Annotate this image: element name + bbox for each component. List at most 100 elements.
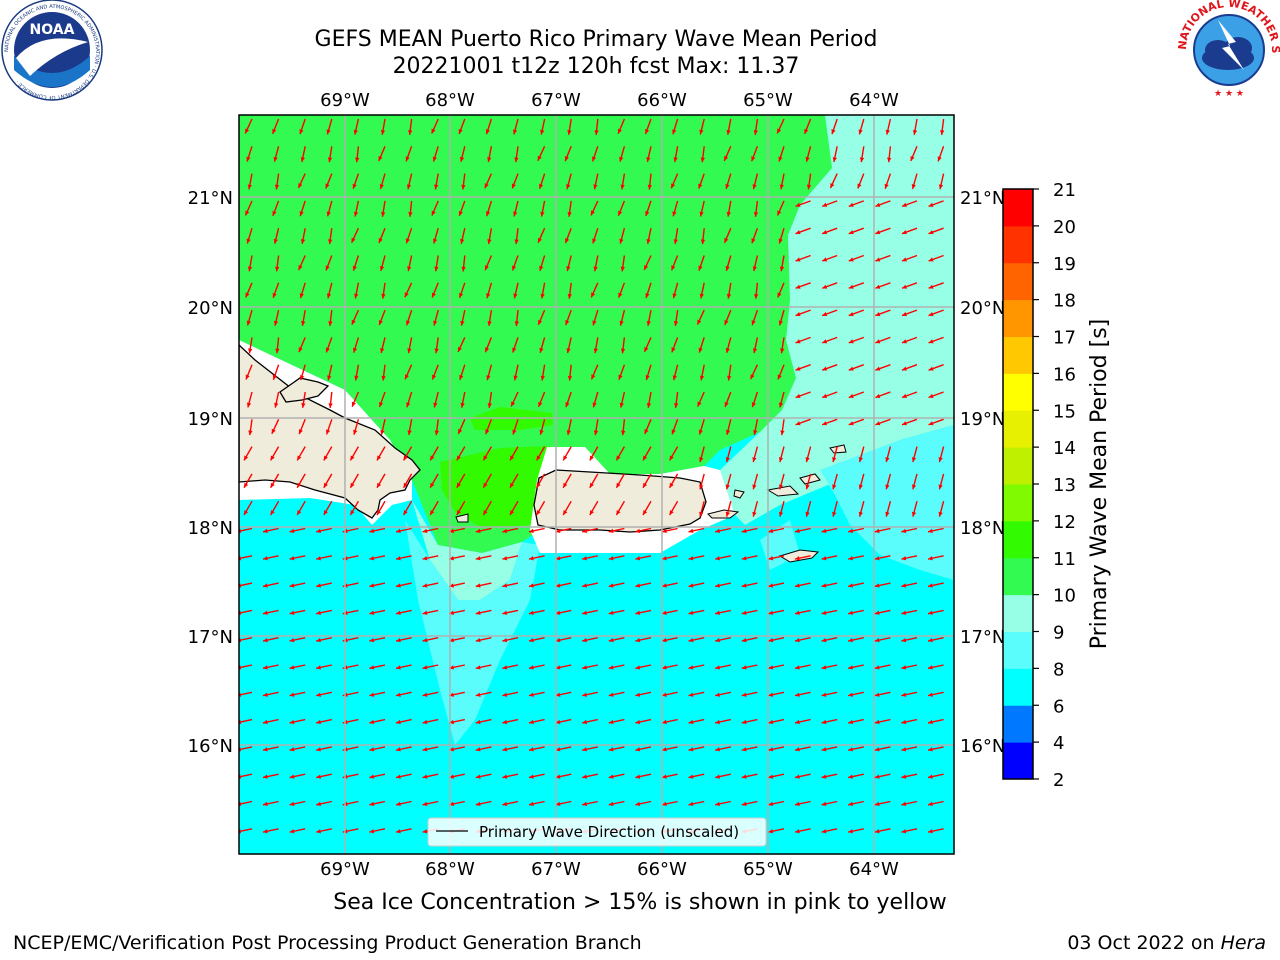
wave-direction-arrowhead: [316, 610, 322, 615]
wave-direction-arrowhead: [275, 266, 280, 272]
wave-direction-arrowhead: [927, 829, 933, 834]
land-puerto-rico: [533, 469, 707, 533]
wave-direction-arrowhead: [938, 184, 944, 190]
colorbar-swatch: [1003, 520, 1033, 559]
wave-direction-arrowhead: [874, 556, 880, 561]
wave-direction-arrowhead: [830, 183, 835, 189]
wave-direction-arrowhead: [323, 510, 328, 516]
lon-label-bottom: 66°W: [637, 859, 687, 880]
wave-direction-arrowhead: [460, 402, 465, 408]
wave-direction-arrowhead: [270, 510, 275, 516]
wave-direction-arrowhead: [928, 284, 934, 289]
wave-direction-arrowhead: [715, 583, 721, 588]
wave-direction-arrowhead: [780, 348, 785, 354]
wave-direction-arrowhead: [608, 719, 614, 725]
wave-direction-arrowhead: [698, 183, 703, 189]
wave-direction-arrowhead: [697, 401, 702, 407]
colorbar-swatch: [1003, 262, 1033, 301]
wave-direction-arrowhead: [589, 510, 594, 516]
wave-direction-arrowhead: [404, 292, 409, 298]
wave-direction-arrowhead: [502, 583, 508, 588]
wave-direction-arrowhead: [275, 348, 280, 354]
footer-machine: Hera: [1220, 932, 1266, 954]
colorbar-tick-label: 18: [1053, 291, 1076, 312]
wave-direction-arrowhead: [408, 212, 413, 217]
wave-direction-arrowhead: [741, 801, 747, 807]
wave-direction-arrowhead: [395, 665, 401, 670]
wave-direction-arrowhead: [901, 421, 907, 426]
wave-direction-arrowhead: [377, 482, 382, 488]
wave-direction-arrowhead: [688, 801, 694, 807]
wave-direction-arrowhead: [937, 156, 942, 162]
wave-direction-arrowhead: [475, 747, 481, 752]
wave-direction-arrowhead: [316, 528, 322, 534]
footer-date: 03 Oct 2022 on Hera: [1067, 932, 1266, 954]
wave-direction-arrowhead: [741, 774, 747, 779]
wave-direction-arrowhead: [795, 421, 801, 426]
wave-direction-arrowhead: [901, 610, 907, 615]
wave-direction-arrowhead: [352, 347, 358, 353]
wave-direction-arrowhead: [422, 692, 428, 697]
wave-direction-arrowhead: [806, 184, 812, 190]
wave-direction-arrowhead: [901, 665, 907, 670]
wave-direction-arrowhead: [794, 665, 800, 670]
wave-direction-arrowhead: [715, 801, 721, 807]
wave-direction-arrowhead: [848, 583, 854, 588]
wave-direction-arrowhead: [884, 183, 889, 189]
colorbar-tick-label: 19: [1053, 254, 1076, 275]
wave-direction-arrowhead: [352, 183, 357, 189]
wave-direction-arrowhead: [848, 421, 854, 426]
wave-direction-arrowhead: [901, 284, 907, 289]
colorbar-tick-label: 2: [1053, 770, 1064, 791]
lat-label-left: 20°N: [188, 298, 233, 319]
wave-direction-arrowhead: [874, 583, 880, 588]
wave-direction-arrowhead: [422, 801, 428, 807]
colorbar-label: Primary Wave Mean Period [s]: [1087, 319, 1112, 650]
wave-direction-arrowhead: [858, 457, 863, 463]
wave-direction-arrowhead: [848, 747, 854, 752]
wave-direction-arrowhead: [422, 637, 428, 643]
wave-direction-arrowhead: [328, 403, 333, 408]
wave-direction-arrowhead: [353, 211, 359, 217]
wave-direction-arrowhead: [475, 774, 481, 779]
wave-direction-arrowhead: [848, 393, 854, 398]
wave-direction-arrowhead: [262, 801, 268, 807]
lon-label-top: 65°W: [743, 90, 793, 111]
colorbar-swatch: [1003, 225, 1033, 264]
wave-direction-arrowhead: [805, 511, 810, 517]
wave-direction-arrowhead: [407, 348, 412, 354]
wave-direction-arrowhead: [289, 610, 295, 615]
wave-direction-arrowhead: [768, 528, 774, 534]
wave-direction-arrowhead: [795, 230, 801, 235]
wave-direction-arrowhead: [456, 482, 461, 488]
wave-direction-arrowhead: [777, 128, 782, 134]
wave-direction-arrowhead: [778, 484, 784, 490]
wave-direction-arrowhead: [768, 747, 774, 752]
wave-direction-arrowhead: [608, 692, 614, 697]
colorbar-swatch: [1003, 631, 1033, 669]
wave-direction-arrowhead: [289, 801, 295, 807]
wave-direction-arrowhead: [528, 528, 534, 534]
wave-direction-arrowhead: [406, 402, 411, 408]
wave-direction-arrowhead: [369, 610, 375, 615]
wave-direction-arrowhead: [289, 747, 295, 752]
region-period-8-9-south: [405, 520, 540, 745]
wave-direction-arrowhead: [726, 129, 731, 135]
wave-direction-arrowhead: [741, 692, 747, 697]
wave-direction-arrowhead: [434, 184, 439, 190]
wave-direction-arrowhead: [927, 556, 933, 561]
wave-direction-arrowhead: [795, 284, 801, 289]
wave-direction-arrowhead: [510, 455, 515, 461]
wave-direction-arrowhead: [512, 347, 517, 353]
colorbar-tick-label: 17: [1053, 328, 1076, 349]
wave-direction-arrowhead: [635, 556, 641, 561]
wave-direction-arrowhead: [502, 719, 508, 725]
wave-direction-arrowhead: [460, 238, 465, 244]
wave-direction-arrowhead: [874, 829, 880, 834]
wave-direction-arrowhead: [567, 375, 573, 381]
wave-direction-arrowhead: [620, 266, 625, 272]
wave-direction-arrowhead: [378, 238, 383, 244]
wave-direction-arrowhead: [537, 155, 542, 161]
wave-direction-arrowhead: [857, 183, 862, 189]
wave-direction-arrowhead: [262, 747, 268, 752]
